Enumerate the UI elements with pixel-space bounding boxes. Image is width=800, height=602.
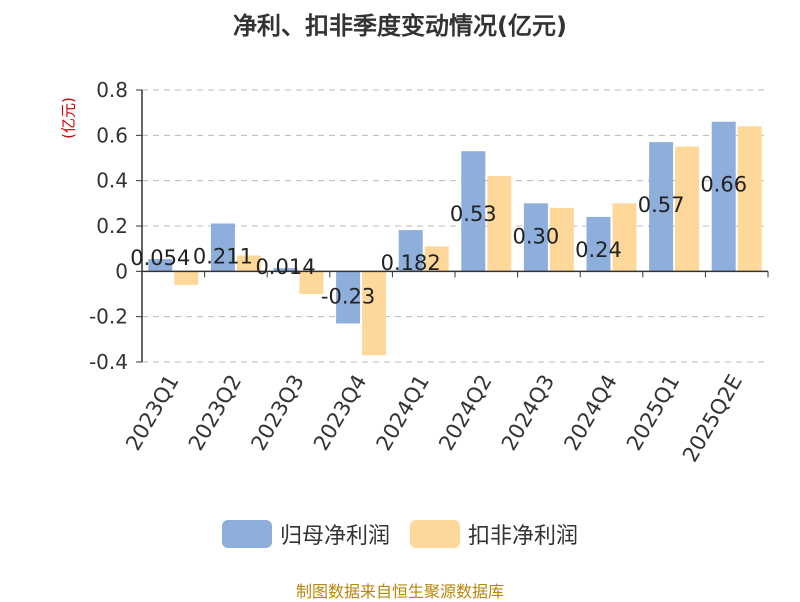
bar-series2-2024Q1: [424, 246, 449, 272]
legend-item-series2[interactable]: 扣非净利润: [410, 518, 578, 550]
y-tick-label: 0: [115, 259, 128, 283]
legend-label-series2: 扣非净利润: [468, 524, 579, 549]
bar-series2-2024Q4: [612, 203, 637, 272]
legend-swatch-series1: [221, 520, 272, 548]
chart-title: 净利、扣非季度变动情况(亿元): [233, 12, 567, 40]
data-label-2024Q1: 0.182: [381, 251, 441, 275]
x-tick-label: 2024Q3: [497, 371, 559, 455]
x-tick-label: 2023Q1: [121, 371, 183, 455]
bar-series2-2023Q1: [174, 271, 199, 285]
x-tick-label: 2025Q1: [622, 371, 684, 455]
bar-series1-2024Q3: [523, 203, 548, 272]
legend: 归母净利润 扣非净利润: [0, 518, 800, 550]
data-label-2024Q3: 0.30: [513, 224, 560, 248]
y-tick-label: 0.4: [96, 169, 128, 193]
data-label-2025Q1: 0.57: [638, 193, 685, 217]
x-tick-label: 2024Q1: [372, 371, 434, 455]
data-label-2023Q2: 0.211: [193, 245, 253, 269]
bar-series2-2023Q4: [362, 271, 387, 356]
bar-series1-2024Q1: [398, 230, 423, 272]
y-tick-label: -0.2: [89, 305, 128, 329]
bar-series1-2025Q1: [649, 142, 674, 272]
bar-series2-2025Q1: [675, 146, 700, 272]
bar-series1-2024Q4: [586, 216, 611, 272]
x-tick-label: 2023Q4: [309, 371, 371, 455]
y-tick-label: 0.8: [96, 78, 128, 102]
bar-series2-2023Q3: [299, 271, 324, 294]
x-tick-label: 2024Q2: [434, 371, 496, 455]
y-tick-label: 0.2: [96, 214, 128, 238]
legend-label-series1: 归母净利润: [279, 524, 390, 549]
data-label-2024Q4: 0.24: [575, 238, 622, 262]
data-label-2023Q1: 0.054: [130, 246, 190, 270]
x-tick-label: 2025Q2E: [678, 371, 747, 467]
data-label-2023Q3: 0.014: [255, 255, 315, 279]
bar-series1-2024Q2: [461, 151, 486, 272]
legend-item-series1[interactable]: 归母净利润: [221, 518, 390, 550]
bar-series1-2023Q2: [210, 223, 235, 272]
bar-series2-2025Q2E: [737, 126, 762, 272]
bar-series2-2024Q3: [549, 207, 574, 272]
bar-series1-2023Q1: [148, 259, 173, 272]
bar-series1-2025Q2E: [711, 121, 736, 272]
bar-series1-2023Q3: [273, 268, 298, 272]
y-tick-label: -0.4: [89, 350, 128, 374]
data-source-note: 制图数据来自恒生聚源数据库: [295, 582, 504, 601]
x-tick-label: 2024Q4: [559, 371, 621, 455]
data-label-2025Q2E: 0.66: [700, 173, 747, 197]
x-tick-label: 2023Q2: [184, 371, 246, 455]
data-label-2024Q2: 0.53: [450, 202, 497, 226]
legend-swatch-series2: [410, 520, 460, 548]
data-label-2023Q4: -0.23: [321, 284, 375, 308]
x-tick-label: 2023Q3: [246, 371, 308, 455]
y-tick-label: 0.6: [96, 123, 128, 147]
bar-series1-2023Q4: [336, 271, 361, 324]
bar-series2-2024Q2: [487, 176, 512, 272]
bar-series2-2023Q2: [236, 255, 261, 272]
